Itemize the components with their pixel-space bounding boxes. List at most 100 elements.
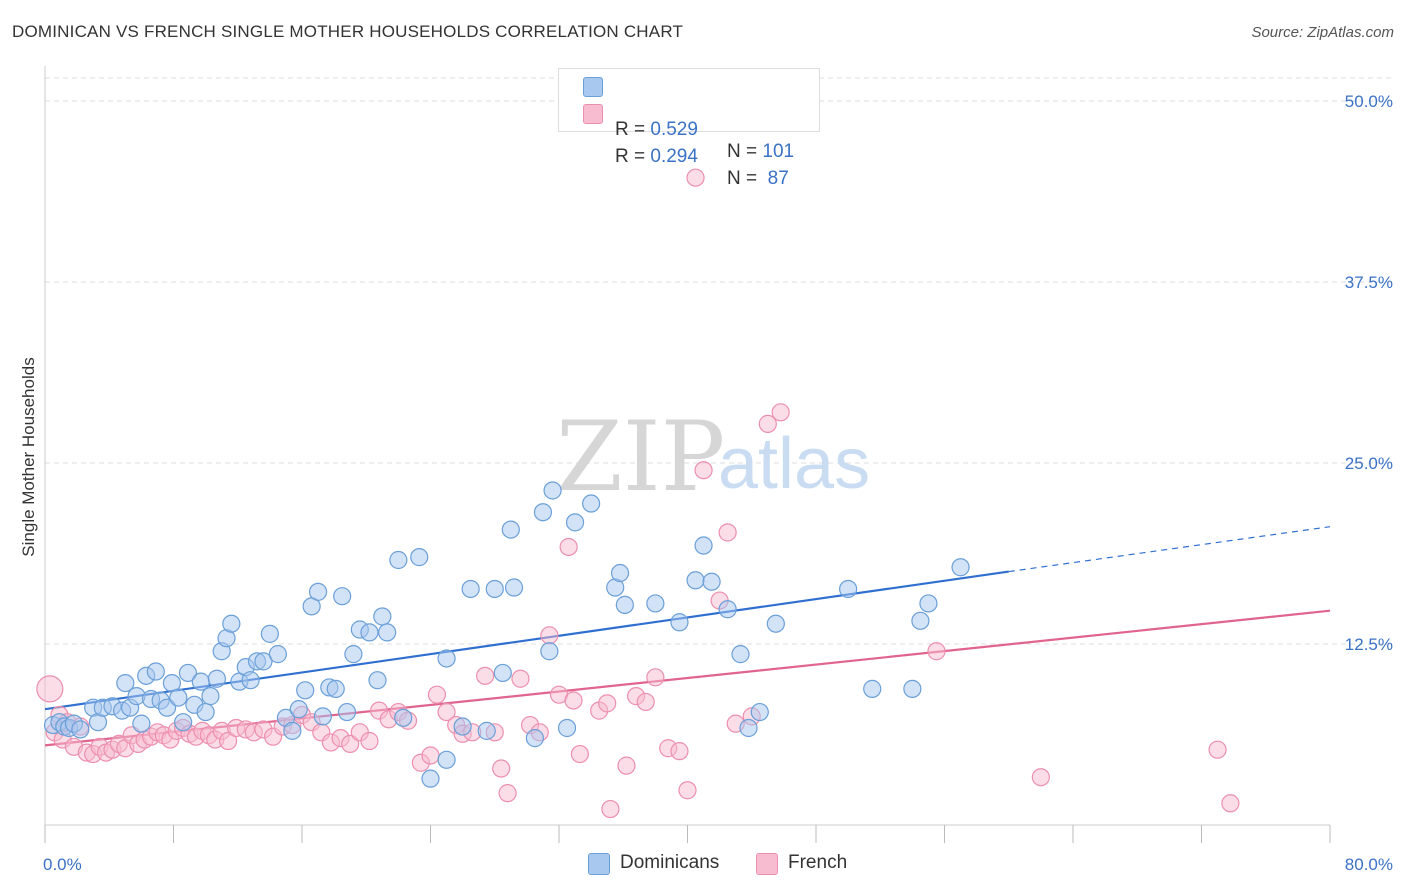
dominican-point [174,713,193,732]
legend-r-label: R = [615,146,651,167]
dominican-point [863,679,882,698]
dominican-point [919,594,938,613]
dominican-point [360,623,379,642]
dominican-point [565,513,585,532]
dominican-point [71,720,90,739]
french-point [636,692,655,712]
french-point [570,744,589,764]
dominican-point [739,718,758,738]
legend-swatch-blue [583,77,603,97]
tick-labels: 12.5% 25.0% 37.5% 50.0% 0.0% 80.0% [43,92,1393,874]
dominican-point [615,595,634,614]
y-tick-label: 12.5% [1345,635,1393,654]
dominican-point [951,558,970,577]
dominican-point [146,662,165,681]
dominican-point [333,587,352,606]
french-point [476,666,495,685]
french-point [686,168,705,187]
legend-row-french: R = 0.294 N = 87 [583,102,789,189]
dominican-point [750,702,769,722]
legend-row-dominicans: R = 0.529 N = 101 [583,75,794,162]
dominican-point [378,623,397,642]
legend-n-label: N = [727,141,763,162]
legend-r-label: R = [615,119,651,140]
bottom-legend-label: French [788,852,848,873]
dominican-point [670,613,689,632]
french-point [498,784,517,803]
french-point [1031,768,1050,787]
y-tick-label: 50.0% [1345,92,1393,111]
dominican-point [196,702,215,722]
legend-n-value: 87 [762,168,789,189]
trend-lines [44,526,1331,747]
french-point [771,403,790,422]
dominican-point [421,769,440,788]
dominican-point [313,707,332,726]
dominican-point [731,645,750,664]
dominican-point [646,594,665,613]
dominican-point [132,714,151,733]
dominican-point [582,494,601,513]
bottom-legend-swatch-pink [756,853,778,875]
y-tick-label: 25.0% [1345,454,1393,473]
dominican-point [394,708,413,727]
dominican-point [543,481,562,500]
dominican-point [461,579,480,599]
watermark-zip: ZIP [556,401,725,513]
dominican-point [344,645,363,664]
stats-legend: R = 0.529 N = 101 R = 0.294 N = 87 [558,68,820,189]
dominican-point [178,663,198,683]
y-axis-label: Single Mother Households [19,357,38,556]
dominican-point [389,550,408,570]
dominican-point [501,520,520,539]
french-point [341,734,360,754]
dominican-point [222,614,241,633]
dominican-point [437,750,456,769]
dominican-point [493,663,512,683]
dominican-point [268,645,288,664]
dominican-point [766,614,785,633]
bottom-legend-label: Dominicans [620,852,720,873]
source-label: Source: ZipAtlas.com [1251,24,1394,41]
dominican-point [453,717,472,736]
french-point [678,781,697,800]
french-point [718,523,737,542]
dominican-point [283,721,302,740]
legend-r-value: 0.294 [650,146,698,167]
dominican-point [368,671,387,690]
dominican-point [610,563,630,583]
legend-n-value: 101 [762,141,795,162]
french-point [758,414,777,433]
dominican-point [260,624,279,643]
y-tick-label: 37.5% [1345,273,1393,292]
dominican-point [694,536,713,555]
dominican-point [326,679,345,698]
dominican-points [43,481,970,788]
dominican-point [839,579,858,599]
dominican-point [254,652,273,671]
dominican-point [337,702,357,722]
french-point [564,691,583,710]
legend-n-label: N = [727,168,763,189]
legend-swatch-pink [583,104,603,124]
dominican-point [477,721,496,740]
dominican-point [557,718,577,738]
dominican-point [686,571,705,590]
dominican-point [169,688,188,707]
watermark-atlas: atlas [718,424,870,504]
dominican-point [540,642,559,661]
french-point [36,675,64,703]
dominican-point [525,729,545,748]
french-point [360,731,379,751]
dominican-point [702,572,721,591]
dominican-trend-extension [1008,526,1331,573]
french-point [437,702,456,722]
x-tick-label: 80.0% [1345,855,1393,874]
dominican-point [485,579,504,599]
dominican-point [191,672,210,691]
dominican-point [308,582,328,601]
french-point [219,731,238,751]
dominican-point [296,681,315,700]
french-point [559,537,578,557]
dominican-point [289,700,308,719]
